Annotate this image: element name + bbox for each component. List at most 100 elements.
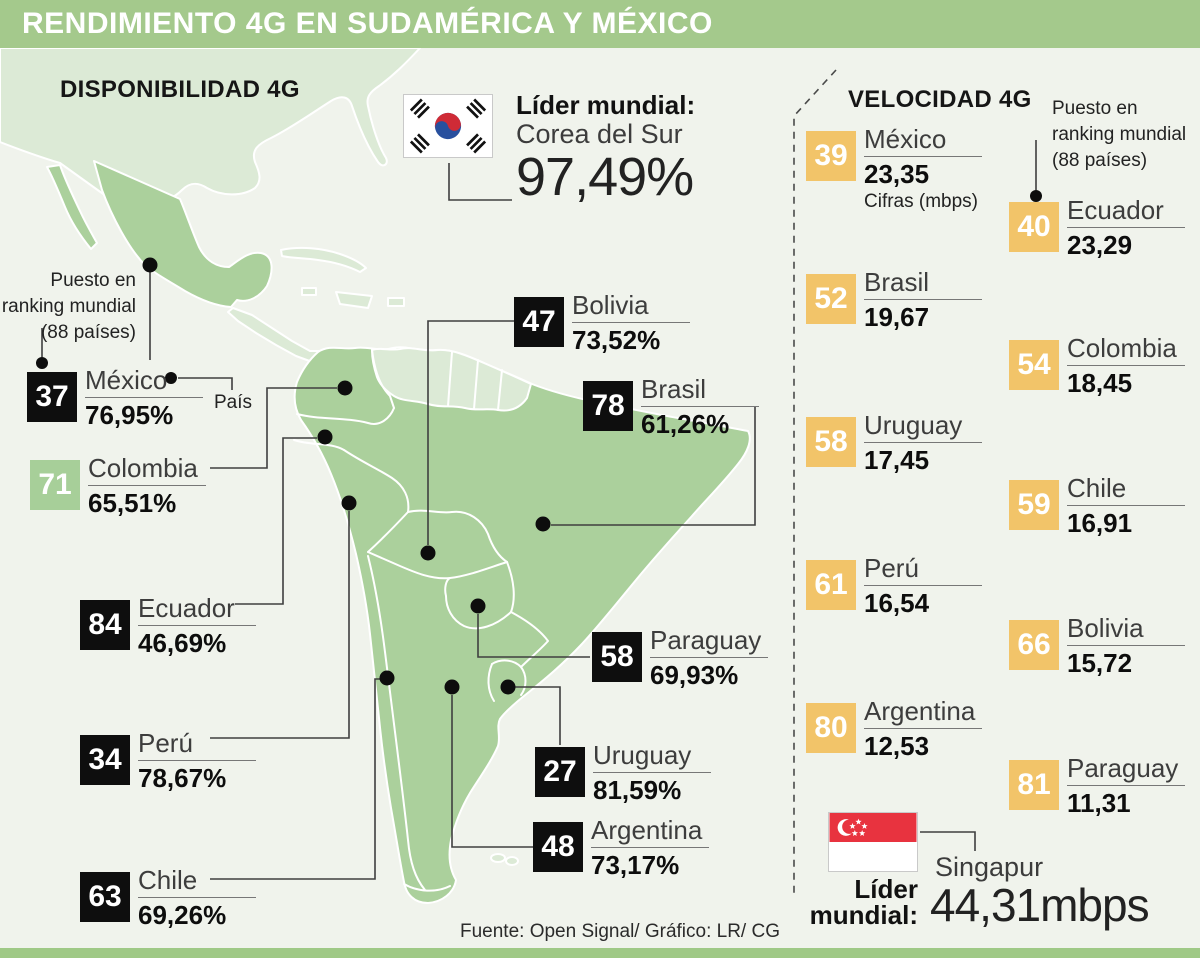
connector-lines — [41, 140, 1037, 880]
map-cuba — [280, 246, 367, 273]
country-name: Paraguay — [650, 626, 768, 658]
speed-leader-label-line: mundial: — [809, 900, 918, 930]
country-value: 69,93% — [650, 660, 739, 690]
country-value: 16,54 — [864, 588, 930, 618]
country-name: Argentina — [864, 697, 982, 729]
rank-note-line: (88 países) — [40, 322, 136, 343]
map-jamaica — [301, 287, 317, 296]
availability-row-chile: 63 Chile 69,26% — [80, 866, 256, 930]
country-value: 76,95% — [85, 400, 174, 430]
dot-country-note — [165, 372, 177, 384]
dot-bolivia — [420, 545, 436, 561]
speed-row-argentina: 80 Argentina 12,53 — [806, 697, 982, 761]
rank-note-line: ranking mundial — [1052, 124, 1187, 145]
country-name: Brasil — [864, 268, 982, 300]
availability-row-mexico: 37 México 76,95% — [27, 366, 203, 430]
country-value: 73,52% — [572, 325, 661, 355]
country-note: País — [214, 392, 253, 413]
availability-row-ecuador: 84 Ecuador 46,69% — [80, 594, 256, 658]
country-name: Argentina — [591, 816, 709, 848]
country-name: Uruguay — [593, 741, 711, 773]
speed-row-chile: 59 Chile 16,91 — [1009, 474, 1185, 538]
country-name: Colombia — [1067, 334, 1185, 366]
country-value: 61,26% — [641, 409, 730, 439]
country-name: Perú — [138, 729, 256, 761]
country-name: Uruguay — [864, 411, 982, 443]
rank-badge: 40 — [1009, 202, 1059, 252]
availability-row-bolivia: 47 Bolivia 73,52% — [514, 291, 690, 355]
country-value: 17,45 — [864, 445, 930, 475]
title-bar: RENDIMIENTO 4G EN SUDAMÉRICA Y MÉXICO — [0, 0, 1200, 48]
availability-leader-value: 97,49% — [516, 147, 694, 207]
speed-leader-country: Singapur — [935, 852, 1044, 882]
dot-paraguay — [470, 598, 486, 614]
dot-ecuador — [317, 429, 333, 445]
map-falkland-islands — [505, 856, 519, 866]
country-value: 65,51% — [88, 488, 177, 518]
speed-row-brasil: 52 Brasil 19,67 — [806, 268, 982, 332]
rank-badge: 54 — [1009, 340, 1059, 390]
availability-row-brasil: 78 Brasil 61,26% — [583, 375, 759, 439]
map-baja-california — [46, 164, 98, 250]
dot-colombia — [337, 380, 353, 396]
country-name: Chile — [138, 866, 256, 898]
availability-row-argentina: 48 Argentina 73,17% — [533, 816, 709, 880]
rank-badge: 61 — [806, 560, 856, 610]
rank-note-line: Puesto en — [1052, 98, 1138, 119]
dot-rank-note-availability — [36, 357, 48, 369]
rank-badge: 78 — [583, 381, 633, 431]
country-value: 15,72 — [1067, 648, 1133, 678]
rank-badge: 84 — [80, 600, 130, 650]
country-value: 18,45 — [1067, 368, 1133, 398]
country-name: Chile — [1067, 474, 1185, 506]
units-note: Cifras (mbps) — [864, 191, 979, 212]
availability-row-uruguay: 27 Uruguay 81,59% — [535, 741, 711, 805]
rank-badge: 27 — [535, 747, 585, 797]
country-name: México — [864, 125, 982, 157]
rank-badge: 59 — [1009, 480, 1059, 530]
speed-row-mexico: 39 México 23,35 Cifras (mbps) — [806, 125, 982, 215]
dot-argentina — [444, 679, 460, 695]
country-value: 23,29 — [1067, 230, 1133, 260]
speed-leader-value: 44,31mbps — [930, 879, 1150, 931]
map-country-borders — [293, 349, 549, 892]
country-name: Bolivia — [1067, 614, 1185, 646]
country-value: 81,59% — [593, 775, 682, 805]
country-name: Perú — [864, 554, 982, 586]
rank-badge: 47 — [514, 297, 564, 347]
speed-row-ecuador: 40 Ecuador 23,29 — [1009, 196, 1185, 260]
rank-badge: 81 — [1009, 760, 1059, 810]
dot-rank-note-speed — [1030, 190, 1042, 202]
speed-rank-note: Puesto en ranking mundial (88 países) — [1052, 96, 1186, 174]
map-dots — [36, 190, 1042, 695]
availability-row-paraguay: 58 Paraguay 69,93% — [592, 626, 768, 690]
dot-uruguay — [500, 679, 516, 695]
availability-row-peru: 34 Perú 78,67% — [80, 729, 256, 793]
rank-badge: 63 — [80, 872, 130, 922]
rank-badge: 37 — [27, 372, 77, 422]
speed-row-peru: 61 Perú 16,54 — [806, 554, 982, 618]
speed-row-paraguay: 81 Paraguay 11,31 — [1009, 754, 1185, 818]
rank-badge: 39 — [806, 131, 856, 181]
country-value: 12,53 — [864, 731, 930, 761]
country-name: Brasil — [641, 375, 759, 407]
availability-leader-label: Líder mundial: — [516, 90, 696, 120]
page-title: RENDIMIENTO 4G EN SUDAMÉRICA Y MÉXICO — [22, 7, 713, 40]
availability-leader-country: Corea del Sur — [516, 119, 683, 149]
country-value: 78,67% — [138, 763, 227, 793]
country-name: Ecuador — [1067, 196, 1185, 228]
south-korea-flag — [403, 94, 493, 158]
speed-leader-label: Líder mundial: — [790, 876, 918, 928]
rank-badge: 48 — [533, 822, 583, 872]
country-value: 46,69% — [138, 628, 227, 658]
country-name: México — [85, 366, 203, 398]
speed-row-colombia: 54 Colombia 18,45 — [1009, 334, 1185, 398]
country-value: 19,67 — [864, 302, 930, 332]
dot-mexico — [142, 257, 158, 273]
country-name: Ecuador — [138, 594, 256, 626]
speed-row-bolivia: 66 Bolivia 15,72 — [1009, 614, 1185, 678]
country-value: 11,31 — [1067, 788, 1131, 818]
country-name: Paraguay — [1067, 754, 1185, 786]
